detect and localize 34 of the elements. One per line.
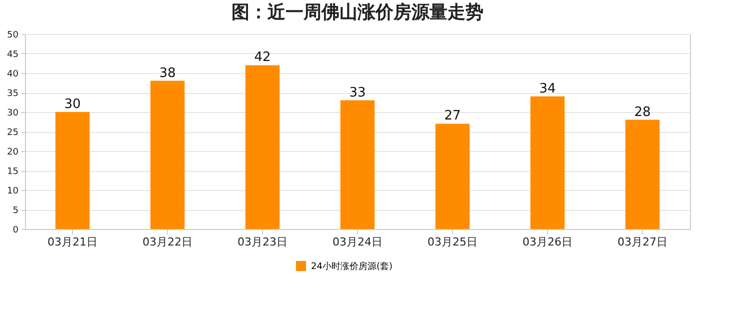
bar (245, 65, 280, 229)
bar (340, 100, 375, 229)
data-label: 42 (254, 50, 271, 66)
data-label: 38 (159, 66, 176, 81)
legend-label: 24小时涨价房源(套) (311, 261, 392, 272)
data-label: 33 (349, 85, 366, 100)
x-tick-label: 03月27日 (618, 236, 668, 248)
x-tick-label: 03月26日 (522, 236, 572, 248)
x-tick-label: 03月23日 (238, 236, 288, 248)
y-tick-label: 50 (7, 30, 19, 40)
data-label: 30 (64, 97, 81, 112)
x-tick-label: 03月21日 (48, 236, 98, 248)
data-label: 34 (539, 81, 556, 96)
y-tick-label: 30 (7, 108, 19, 118)
y-tick-label: 5 (12, 206, 18, 216)
y-tick-label: 40 (7, 70, 19, 80)
data-label: 28 (634, 104, 651, 120)
bar (55, 112, 90, 229)
y-tick-label: 35 (7, 89, 18, 99)
chart-title: 图：近一周佛山涨价房源量走势 (232, 2, 484, 23)
x-tick-label: 03月25日 (428, 236, 478, 248)
y-tick-label: 20 (7, 148, 19, 158)
y-tick-label: 45 (7, 50, 18, 60)
data-label: 27 (444, 108, 461, 124)
bar (150, 80, 185, 229)
bar (625, 120, 660, 229)
x-tick-label: 03月22日 (142, 236, 192, 248)
y-tick-label: 25 (7, 128, 18, 138)
y-tick-label: 0 (12, 226, 19, 236)
y-tick-label: 15 (7, 167, 18, 177)
bar (530, 96, 565, 229)
y-tick-label: 10 (7, 186, 19, 196)
x-tick-label: 03月24日 (332, 236, 382, 248)
bar (435, 124, 470, 229)
